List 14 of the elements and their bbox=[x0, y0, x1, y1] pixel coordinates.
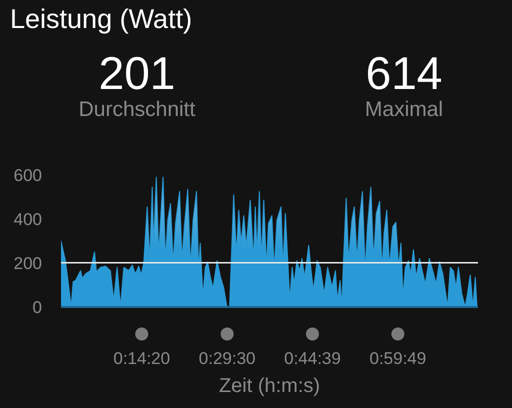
x-tick-label: 0:44:39 bbox=[284, 349, 341, 368]
text: Maximal bbox=[364, 98, 444, 122]
y-tick-label: 600 bbox=[14, 166, 42, 186]
text: 201 bbox=[98, 47, 176, 99]
x-axis-title: Zeit (h:m:s) bbox=[218, 375, 320, 397]
x-tick-label: 0:14:20 bbox=[113, 349, 170, 368]
text: 614 bbox=[364, 47, 444, 99]
chart-title: Leistung (Watt) bbox=[10, 3, 192, 35]
y-tick-label: 0 bbox=[32, 298, 42, 318]
text: Durchschnitt bbox=[78, 98, 196, 122]
x-tick-label: 0:29:30 bbox=[198, 349, 256, 368]
y-tick-label: 400 bbox=[14, 210, 42, 230]
x-tick-label: 0:59:49 bbox=[370, 349, 426, 368]
y-tick-label: 200 bbox=[14, 254, 42, 274]
